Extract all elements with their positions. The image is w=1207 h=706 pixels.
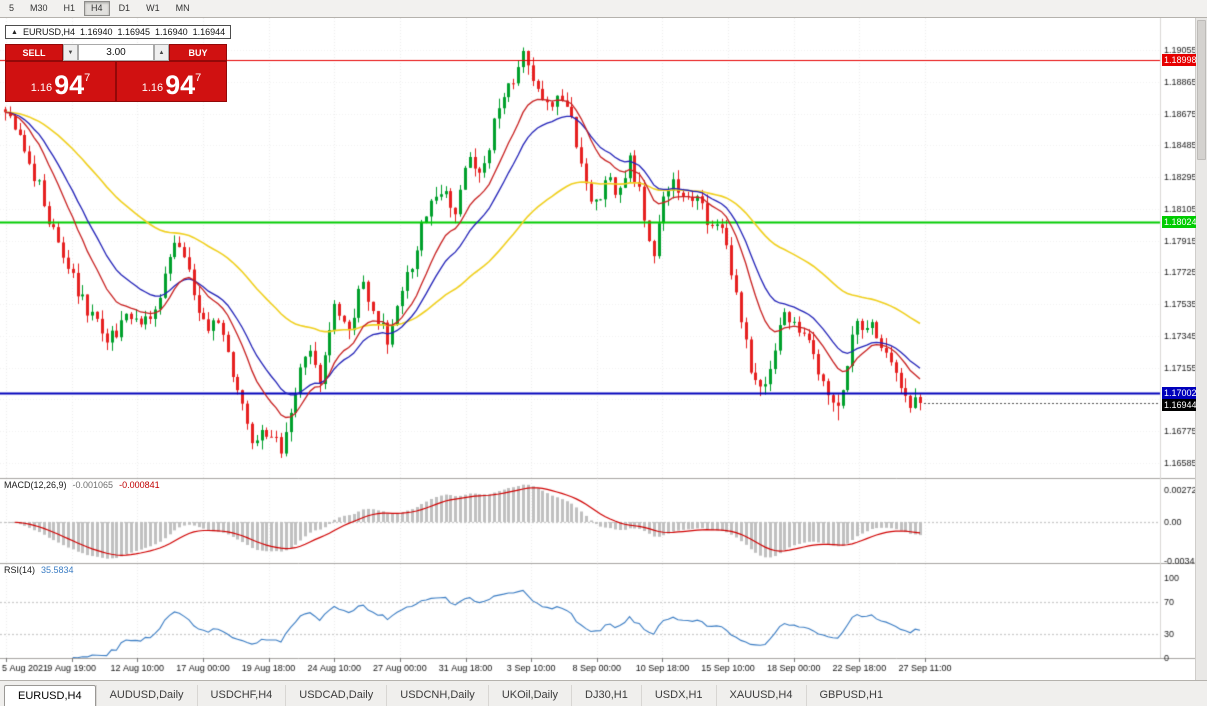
period-button-m5[interactable]: 5 (2, 1, 21, 16)
rsi-label: RSI(14) 35.5834 (4, 565, 74, 575)
symbol-period-label: EURUSD,H4 (22, 27, 75, 37)
ask-whole: 1.16 (141, 82, 164, 94)
bid-whole: 1.16 (30, 82, 53, 94)
hline-tag-red: 1.18998 (1162, 54, 1197, 66)
tab-usdcnh-daily[interactable]: USDCNH,Daily (386, 685, 488, 706)
macd-label: MACD(12,26,9) -0.001065 -0.000841 (4, 480, 160, 490)
period-button-m30[interactable]: M30 (23, 1, 55, 16)
volume-input[interactable] (78, 44, 154, 61)
tab-ukoil-daily[interactable]: UKOil,Daily (487, 685, 571, 706)
tab-xauusd-h4[interactable]: XAUUSD,H4 (715, 685, 806, 706)
vertical-scrollbar[interactable] (1195, 18, 1207, 680)
tab-eurusd-h4[interactable]: EURUSD,H4 (4, 685, 96, 706)
buy-price-display[interactable]: 1.16 94 7 (116, 61, 227, 102)
macd-value-main: -0.001065 (72, 480, 114, 490)
macd-name: MACD(12,26,9) (4, 480, 67, 490)
tab-audusd-daily[interactable]: AUDUSD,Daily (95, 685, 197, 706)
sell-button[interactable]: SELL (5, 44, 63, 61)
period-button-d1[interactable]: D1 (112, 1, 138, 16)
chart-window: ▲ EURUSD,H4 1.16940 1.16945 1.16940 1.16… (0, 18, 1197, 680)
current-price-tag: 1.16944 (1162, 399, 1197, 411)
ask-pips: 94 (165, 70, 196, 100)
tab-usdx-h1[interactable]: USDX,H1 (640, 685, 716, 706)
tab-gbpusd-h1[interactable]: GBPUSD,H1 (805, 685, 897, 706)
period-button-h4[interactable]: H4 (84, 1, 110, 16)
volume-up-button[interactable]: ▲ (154, 44, 169, 61)
volume-down-icon: ▼ (67, 49, 74, 56)
sell-price-display[interactable]: 1.16 94 7 (5, 61, 116, 102)
macd-value-signal: -0.000841 (119, 480, 160, 490)
one-click-trading-panel: SELL ▼ ▲ BUY 1.16 94 7 1.16 94 (5, 44, 227, 102)
period-button-w1[interactable]: W1 (139, 1, 167, 16)
chart-tabs-bar: EURUSD,H4 AUDUSD,Daily USDCHF,H4 USDCAD,… (0, 680, 1207, 706)
volume-down-button[interactable]: ▼ (63, 44, 78, 61)
hline-tag-blue: 1.17002 (1162, 387, 1197, 399)
high-value: 1.16945 (117, 27, 151, 37)
price-chart-canvas[interactable] (0, 18, 1195, 680)
open-value: 1.16940 (79, 27, 113, 37)
bid-point: 7 (84, 72, 91, 84)
rsi-value: 35.5834 (41, 565, 74, 575)
symbol-marker-icon: ▲ (11, 28, 18, 36)
low-value: 1.16940 (155, 27, 188, 37)
close-value: 1.16944 (192, 27, 226, 37)
buy-button[interactable]: BUY (169, 44, 227, 61)
hline-tag-green: 1.18024 (1162, 216, 1197, 228)
ohlc-info: ▲ EURUSD,H4 1.16940 1.16945 1.16940 1.16… (5, 25, 232, 39)
period-toolbar: 5 M30 H1 H4 D1 W1 MN (0, 0, 1207, 18)
tab-dj30-h1[interactable]: DJ30,H1 (571, 685, 641, 706)
volume-up-icon: ▲ (158, 49, 165, 56)
scrollbar-thumb[interactable] (1197, 20, 1206, 160)
bid-pips: 94 (54, 70, 85, 100)
tab-usdchf-h4[interactable]: USDCHF,H4 (196, 685, 286, 706)
period-button-h1[interactable]: H1 (57, 1, 83, 16)
tab-usdcad-daily[interactable]: USDCAD,Daily (285, 685, 386, 706)
period-button-mn[interactable]: MN (169, 1, 197, 16)
rsi-name: RSI(14) (4, 565, 36, 575)
ask-point: 7 (195, 72, 202, 84)
